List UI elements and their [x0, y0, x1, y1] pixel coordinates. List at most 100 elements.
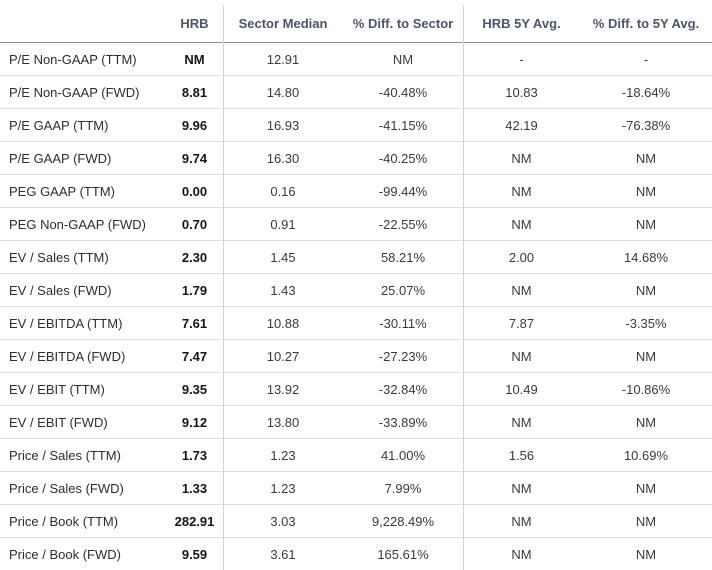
- metric-value-diff-5y-avg: NM: [635, 282, 657, 298]
- metric-value-sector-median: 0.16: [270, 183, 296, 199]
- table-row: PEG GAAP (TTM) 0.00 0.16 -99.44% NM NM: [0, 175, 712, 208]
- metric-value-sector-median: 1.45: [270, 249, 296, 265]
- metric-label: P/E GAAP (TTM): [9, 117, 109, 133]
- metric-value-sector-median: 13.92: [266, 381, 300, 397]
- metric-value-diff-sector: -40.25%: [378, 150, 428, 166]
- table-row: EV / EBITDA (FWD) 7.47 10.27 -27.23% NM …: [0, 340, 712, 373]
- metric-value-hrb-5y-avg: NM: [511, 513, 532, 529]
- table-row: Price / Sales (FWD) 1.33 1.23 7.99% NM N…: [0, 472, 712, 505]
- metric-label: Price / Sales (TTM): [9, 447, 121, 463]
- metric-value-hrb: 9.96: [181, 117, 208, 133]
- metric-value-hrb: 0.00: [181, 183, 208, 199]
- metric-value-hrb-5y-avg: 42.19: [505, 117, 538, 133]
- table-row: P/E Non-GAAP (FWD) 8.81 14.80 -40.48% 10…: [0, 76, 712, 109]
- metric-value-hrb: 8.81: [181, 84, 208, 100]
- metric-label: Price / Sales (FWD): [9, 480, 124, 496]
- table-row: P/E GAAP (TTM) 9.96 16.93 -41.15% 42.19 …: [0, 109, 712, 142]
- metric-value-diff-5y-avg: -76.38%: [621, 117, 671, 133]
- metric-value-diff-5y-avg: NM: [635, 150, 657, 166]
- metric-value-hrb-5y-avg: NM: [511, 183, 532, 199]
- metric-value-hrb-5y-avg: 10.49: [505, 381, 538, 397]
- metric-value-diff-5y-avg: NM: [635, 183, 657, 199]
- column-header-hrb-5y-avg: HRB 5Y Avg.: [482, 16, 561, 31]
- table-row: Price / Sales (TTM) 1.73 1.23 41.00% 1.5…: [0, 439, 712, 472]
- metric-value-diff-5y-avg: -10.86%: [621, 381, 671, 397]
- metric-value-diff-5y-avg: NM: [635, 546, 657, 562]
- column-divider: [223, 5, 224, 570]
- table-row: EV / EBITDA (TTM) 7.61 10.88 -30.11% 7.8…: [0, 307, 712, 340]
- metric-label: P/E Non-GAAP (FWD): [9, 84, 140, 100]
- metric-value-hrb: 7.47: [181, 348, 208, 364]
- metric-value-hrb: 1.73: [181, 447, 208, 463]
- metric-label: EV / Sales (TTM): [9, 249, 109, 265]
- metric-label: P/E GAAP (FWD): [9, 150, 112, 166]
- metric-value-sector-median: 1.43: [270, 282, 296, 298]
- metric-value-sector-median: 10.27: [266, 348, 300, 364]
- table-row: EV / Sales (FWD) 1.79 1.43 25.07% NM NM: [0, 274, 712, 307]
- metric-value-sector-median: 16.30: [266, 150, 300, 166]
- metric-value-hrb-5y-avg: 10.83: [505, 84, 538, 100]
- metric-value-hrb-5y-avg: NM: [511, 216, 532, 232]
- metric-value-diff-sector: 41.00%: [380, 447, 426, 463]
- metric-value-sector-median: 12.91: [266, 51, 300, 67]
- metric-value-hrb-5y-avg: NM: [511, 282, 532, 298]
- metric-value-hrb-5y-avg: NM: [511, 414, 532, 430]
- metric-value-diff-sector: -32.84%: [378, 381, 428, 397]
- metric-label: P/E Non-GAAP (TTM): [9, 51, 137, 67]
- metric-value-hrb-5y-avg: NM: [511, 480, 532, 496]
- table-row: P/E GAAP (FWD) 9.74 16.30 -40.25% NM NM: [0, 142, 712, 175]
- table-row: EV / EBIT (TTM) 9.35 13.92 -32.84% 10.49…: [0, 373, 712, 406]
- metric-value-diff-5y-avg: -18.64%: [621, 84, 671, 100]
- metric-label: PEG GAAP (TTM): [9, 183, 115, 199]
- metric-value-hrb: 1.33: [181, 480, 208, 496]
- metric-value-hrb-5y-avg: NM: [511, 348, 532, 364]
- table-row: Price / Book (FWD) 9.59 3.61 165.61% NM …: [0, 538, 712, 570]
- metric-label: EV / EBIT (FWD): [9, 414, 108, 430]
- table-row: EV / EBIT (FWD) 9.12 13.80 -33.89% NM NM: [0, 406, 712, 439]
- metric-value-hrb: 2.30: [181, 249, 208, 265]
- metric-value-sector-median: 1.23: [270, 447, 296, 463]
- metric-value-diff-5y-avg: NM: [635, 216, 657, 232]
- metric-label: Price / Book (TTM): [9, 513, 119, 529]
- metric-value-sector-median: 0.91: [270, 216, 296, 232]
- metric-value-hrb: 9.74: [181, 150, 208, 166]
- metric-label: EV / EBITDA (FWD): [9, 348, 126, 364]
- metric-value-sector-median: 3.03: [270, 513, 296, 529]
- metric-value-hrb-5y-avg: 1.56: [508, 447, 535, 463]
- metric-value-hrb: 282.91: [174, 513, 215, 529]
- metric-value-diff-5y-avg: 14.68%: [623, 249, 669, 265]
- metric-value-diff-sector: -27.23%: [378, 348, 428, 364]
- metric-value-diff-sector: -22.55%: [378, 216, 428, 232]
- metric-value-hrb-5y-avg: 2.00: [508, 249, 535, 265]
- metric-value-sector-median: 1.23: [270, 480, 296, 496]
- table-row: Price / Book (TTM) 282.91 3.03 9,228.49%…: [0, 505, 712, 538]
- metric-label: EV / Sales (FWD): [9, 282, 112, 298]
- metric-value-hrb: 9.35: [181, 381, 208, 397]
- metric-value-hrb: 7.61: [181, 315, 208, 331]
- metric-value-diff-sector: 9,228.49%: [371, 513, 435, 529]
- metric-value-diff-5y-avg: NM: [635, 414, 657, 430]
- metric-value-diff-sector: -99.44%: [378, 183, 428, 199]
- metric-value-diff-5y-avg: 10.69%: [623, 447, 669, 463]
- metric-value-diff-5y-avg: NM: [635, 348, 657, 364]
- metric-value-diff-sector: 165.61%: [377, 546, 429, 562]
- metric-value-hrb: 9.12: [181, 414, 208, 430]
- metric-label: EV / EBITDA (TTM): [9, 315, 123, 331]
- table-row: EV / Sales (TTM) 2.30 1.45 58.21% 2.00 1…: [0, 241, 712, 274]
- metric-value-hrb: 0.70: [181, 216, 208, 232]
- metric-value-diff-sector: 7.99%: [384, 480, 422, 496]
- metric-value-sector-median: 16.93: [266, 117, 300, 133]
- metric-label: Price / Book (FWD): [9, 546, 121, 562]
- metric-value-hrb: 1.79: [181, 282, 208, 298]
- metric-value-sector-median: 14.80: [266, 84, 300, 100]
- metric-value-hrb-5y-avg: -: [519, 51, 524, 67]
- metric-value-diff-sector: NM: [392, 51, 414, 67]
- metric-value-diff-5y-avg: -: [643, 51, 649, 67]
- metric-value-sector-median: 3.61: [270, 546, 296, 562]
- metric-value-diff-sector: -30.11%: [379, 315, 427, 331]
- metric-label: EV / EBIT (TTM): [9, 381, 105, 397]
- metric-value-diff-5y-avg: NM: [635, 480, 657, 496]
- metric-value-diff-sector: 25.07%: [380, 282, 426, 298]
- metric-value-diff-sector: -33.89%: [378, 414, 428, 430]
